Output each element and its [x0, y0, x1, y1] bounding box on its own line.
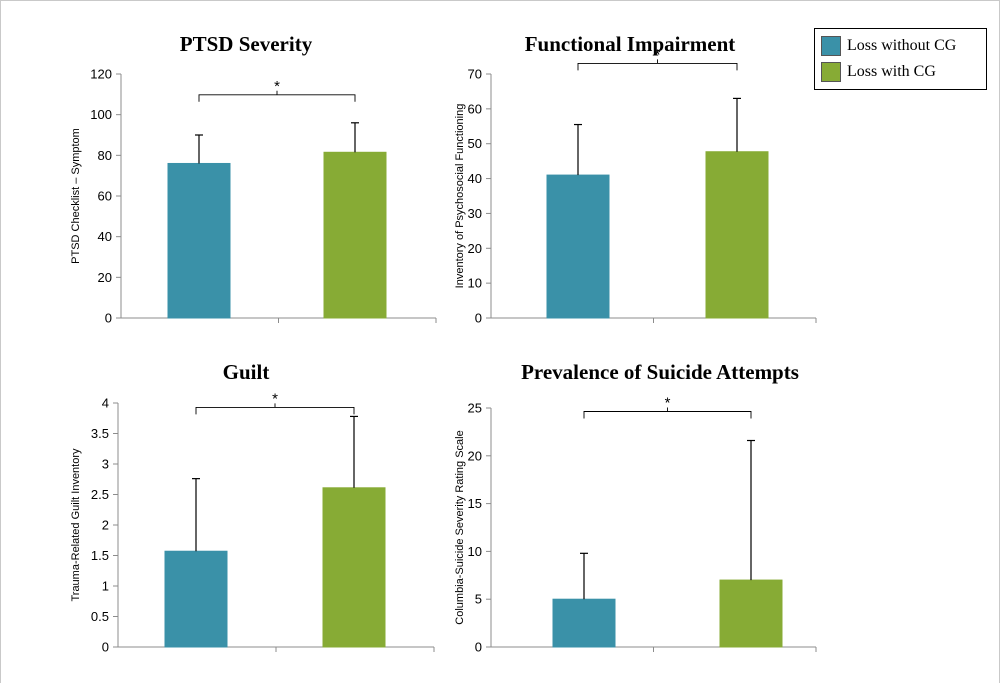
- chart-4-y-tick-label: 5: [475, 592, 482, 607]
- chart-3-y-tick-label: 3.5: [91, 426, 109, 441]
- chart-1-bar-loss-with-cg: [323, 151, 387, 319]
- chart-2-y-tick-label: 0: [475, 311, 482, 326]
- chart-1-significance-marker: *: [274, 78, 280, 95]
- chart-1-y-tick-label: 80: [98, 148, 112, 163]
- chart-3-y-tick-label: 0.5: [91, 609, 109, 624]
- chart-1-y-tick-label: 20: [98, 270, 112, 285]
- chart-4-significance-marker: *: [665, 395, 671, 412]
- chart-3-y-tick-label: 1: [102, 579, 109, 594]
- chart-1-y-tick-label: 100: [90, 107, 112, 122]
- chart-2-y-tick-label: 10: [468, 276, 482, 291]
- legend-swatch-loss-without-cg: [821, 36, 841, 56]
- chart-4-bar-loss-with-cg: [719, 579, 783, 648]
- chart-2-significance-bracket: [577, 62, 738, 71]
- chart-4-y-axis-label: Columbia-Suicide Severity Rating Scale: [454, 430, 466, 624]
- chart-2-title: Functional Impairment: [525, 32, 736, 56]
- chart-3-y-tick-label: 0: [102, 640, 109, 655]
- chart-1-title: PTSD Severity: [180, 32, 313, 56]
- chart-4-y-tick-label: 10: [468, 544, 482, 559]
- chart-3-title: Guilt: [223, 360, 270, 384]
- chart-3-y-tick-label: 2: [102, 518, 109, 533]
- chart-3-bar-loss-without-cg: [164, 550, 228, 648]
- chart-3-significance-marker: *: [272, 390, 278, 407]
- chart-4-y-tick-label: 15: [468, 496, 482, 511]
- chart-1-significance-bracket: [198, 94, 356, 102]
- chart-4-title: Prevalence of Suicide Attempts: [521, 360, 799, 384]
- chart-3-y-tick-label: 2.5: [91, 487, 109, 502]
- chart-3-bar-loss-with-cg: [322, 487, 386, 648]
- chart-1-y-axis-label: PTSD Checklist – Symptom: [70, 128, 82, 264]
- chart-4-y-tick-label: 0: [475, 640, 482, 655]
- chart-2-y-tick-label: 70: [468, 67, 482, 82]
- chart-2-y-tick-label: 50: [468, 136, 482, 151]
- chart-3-y-tick-label: 1.5: [91, 548, 109, 563]
- legend-label-loss-with-cg: Loss with CG: [847, 63, 936, 80]
- chart-3-significance-bracket: [195, 406, 355, 415]
- chart-4-bar-loss-without-cg: [552, 598, 616, 648]
- chart-1-y-tick-label: 40: [98, 229, 112, 244]
- chart-1-y-tick-label: 120: [90, 67, 112, 82]
- chart-3-y-axis-label: Trauma-Related Guilt Inventory: [70, 448, 82, 602]
- chart-2-y-tick-label: 60: [468, 101, 482, 116]
- chart-4-y-tick-label: 25: [468, 401, 482, 416]
- chart-3-y-tick-label: 3: [102, 457, 109, 472]
- chart-2-y-tick-label: 40: [468, 171, 482, 186]
- legend-item-loss-with-cg: Loss with CG: [821, 62, 936, 82]
- chart-2-y-tick-label: 20: [468, 241, 482, 256]
- chart-4-y-tick-label: 20: [468, 448, 482, 463]
- legend-label-loss-without-cg: Loss without CG: [847, 37, 957, 54]
- chart-4-significance-bracket: [583, 411, 752, 419]
- legend: Loss without CG Loss with CG: [814, 28, 987, 90]
- chart-1-y-tick-label: 0: [105, 311, 112, 326]
- chart-2-y-tick-label: 30: [468, 206, 482, 221]
- legend-item-loss-without-cg: Loss without CG: [821, 36, 956, 56]
- chart-3-y-tick-label: 4: [102, 396, 109, 411]
- chart-1-bar-loss-without-cg: [167, 162, 231, 319]
- chart-2-bar-loss-without-cg: [546, 174, 610, 319]
- chart-2-y-axis-label: Inventory of Psychosocial Functioning: [454, 104, 466, 289]
- chart-1-y-tick-label: 60: [98, 189, 112, 204]
- legend-swatch-loss-with-cg: [821, 62, 841, 82]
- chart-2-bar-loss-with-cg: [705, 151, 769, 319]
- chart-2-significance-marker: *: [655, 46, 661, 63]
